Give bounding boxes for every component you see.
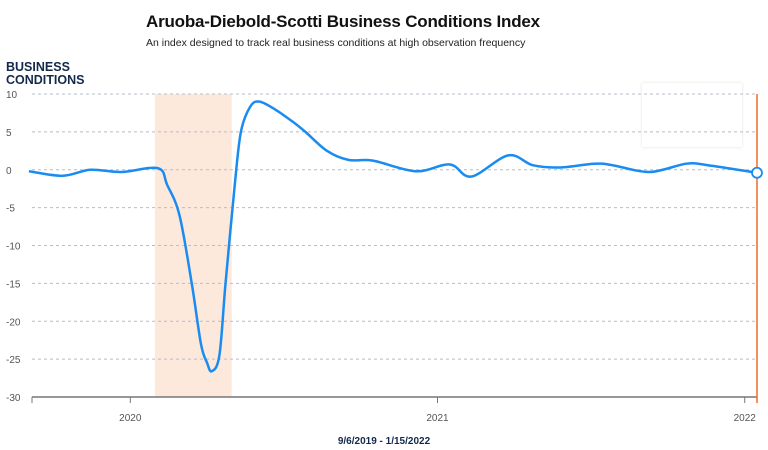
y-tick-label: -15 bbox=[6, 279, 21, 290]
chart-subtitle: An index designed to track real business… bbox=[146, 37, 526, 49]
y-tick-label: -10 bbox=[6, 242, 21, 253]
y-tick-label: -5 bbox=[6, 204, 15, 215]
y-axis-label: BUSINESS CONDITIONS bbox=[6, 60, 85, 87]
y-tick-label: 10 bbox=[6, 90, 18, 101]
x-tick-label: 2020 bbox=[119, 413, 142, 424]
y-tick-label: -25 bbox=[6, 355, 21, 366]
y-tick-label: 5 bbox=[6, 128, 12, 139]
x-tick-label: 2021 bbox=[426, 413, 449, 424]
x-tick-label: 2022 bbox=[734, 413, 757, 424]
y-tick-label: 0 bbox=[6, 166, 12, 177]
current-value-point[interactable] bbox=[751, 166, 763, 179]
chart-title: Aruoba-Diebold-Scotti Business Condition… bbox=[146, 12, 540, 31]
series-line-ads-index bbox=[28, 100, 758, 373]
date-range-label: 9/6/2019 - 1/15/2022 bbox=[337, 436, 431, 447]
y-tick-label: -30 bbox=[6, 393, 21, 404]
y-tick-label: -20 bbox=[6, 317, 21, 328]
